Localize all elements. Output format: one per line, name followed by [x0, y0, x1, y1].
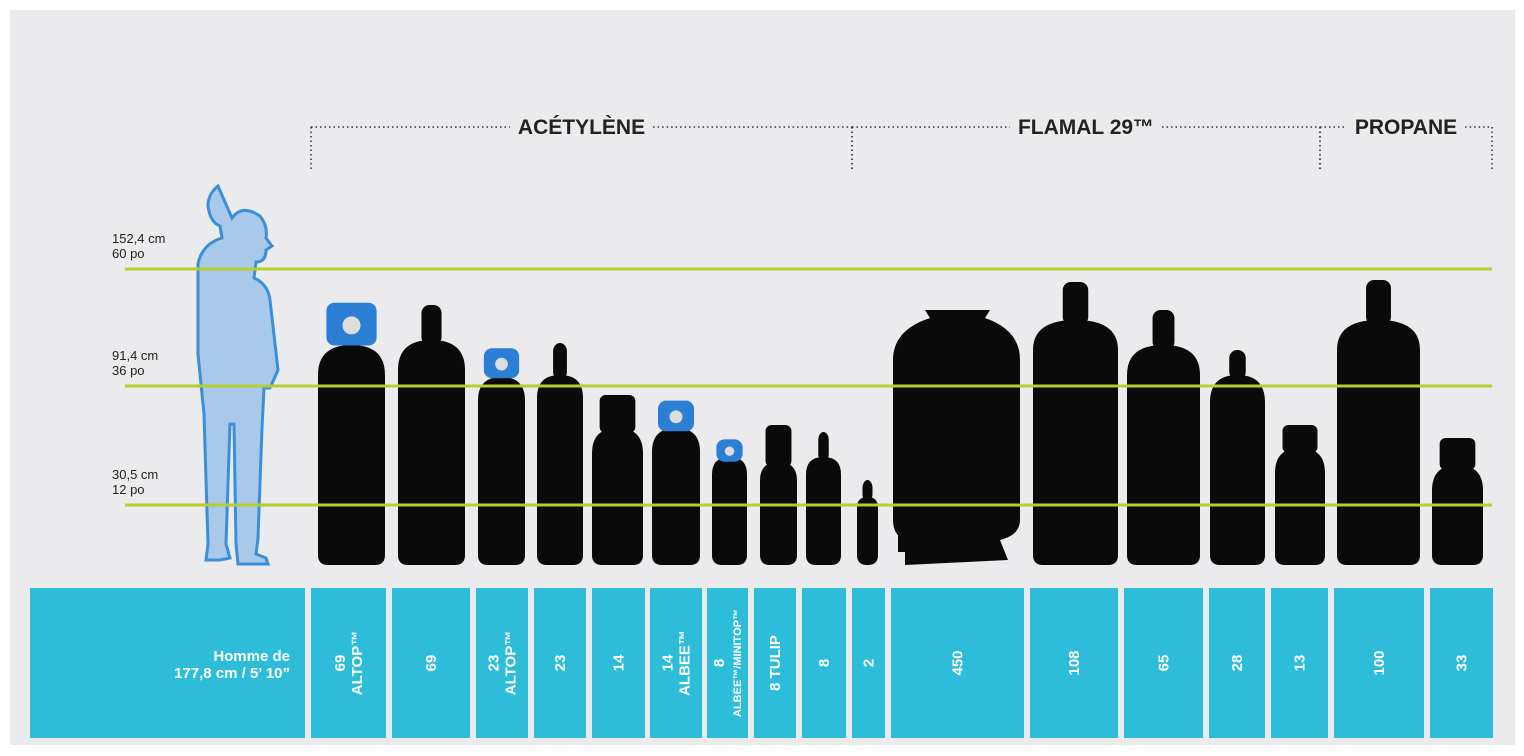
gauge	[495, 358, 508, 371]
infographic: ACÉTYLÈNE FLAMAL 29™ PROPANE 152,4 cm60 po 9…	[0, 0, 1524, 756]
group-label: FLAMAL 29™	[1018, 116, 1154, 139]
cylinder	[712, 457, 747, 565]
column-label: 8	[711, 659, 728, 667]
column-label: ALBEE™	[677, 630, 694, 696]
gauge	[670, 410, 683, 423]
group-label: ACÉTYLÈNE	[518, 116, 645, 139]
column-label: 8 TULIP	[767, 635, 784, 691]
column-label: 100	[1371, 650, 1388, 675]
neck	[1063, 282, 1089, 325]
neck	[421, 305, 441, 345]
height-cm: 30,5 cm	[112, 467, 158, 482]
column-label: 14	[660, 654, 677, 671]
column-label: 65	[1156, 655, 1173, 672]
height-in: 12 po	[112, 482, 145, 497]
column-label: 108	[1066, 650, 1083, 675]
column-label: 2	[861, 659, 878, 667]
cylinder	[1033, 320, 1118, 565]
column-label: 8	[816, 659, 833, 667]
cylinder	[1337, 320, 1420, 565]
neck	[1153, 310, 1175, 350]
cylinder	[1210, 375, 1265, 565]
cylinder	[398, 340, 465, 565]
height-cm: 152,4 cm	[112, 231, 165, 246]
column-label: 28	[1229, 655, 1246, 672]
valve	[1440, 438, 1476, 470]
column-label: 13	[1292, 655, 1309, 672]
column-label: 23	[486, 655, 503, 672]
column-label: 33	[1454, 655, 1471, 672]
cylinder	[806, 457, 841, 565]
valve	[600, 395, 636, 433]
cylinder	[537, 375, 583, 565]
neck	[818, 432, 829, 462]
height-cm: 91,4 cm	[112, 348, 158, 363]
cylinder	[318, 345, 385, 565]
valve	[766, 425, 792, 467]
valve	[1283, 425, 1318, 453]
cylinder	[592, 428, 643, 565]
column-label: 69	[423, 655, 440, 672]
height-in: 60 po	[112, 246, 145, 261]
column-label: 69	[332, 655, 349, 672]
cylinder	[857, 497, 878, 565]
neck	[1229, 350, 1246, 380]
neck	[1366, 280, 1391, 325]
cylinder	[1432, 465, 1483, 565]
cylinder	[1127, 345, 1200, 565]
neck	[863, 480, 873, 502]
man-label: Homme de	[213, 648, 290, 665]
column-label: 450	[950, 650, 967, 675]
gauge	[342, 316, 360, 334]
man-label: 177,8 cm / 5’ 10”	[174, 665, 290, 682]
tank-base	[898, 530, 918, 552]
height-in: 36 po	[112, 363, 145, 378]
column-label: 14	[611, 654, 628, 671]
column-label: ALTOP™	[349, 631, 366, 695]
tank	[893, 310, 1020, 565]
cylinder	[478, 377, 525, 565]
column-label: ALBEE™/MINITOP™	[732, 609, 744, 717]
gauge	[725, 446, 734, 455]
cylinder	[760, 462, 797, 565]
cylinder	[652, 428, 700, 565]
column-label: ALTOP™	[503, 631, 520, 695]
column-label: 23	[552, 655, 569, 672]
neck	[553, 343, 567, 380]
group-label: PROPANE	[1355, 116, 1457, 139]
